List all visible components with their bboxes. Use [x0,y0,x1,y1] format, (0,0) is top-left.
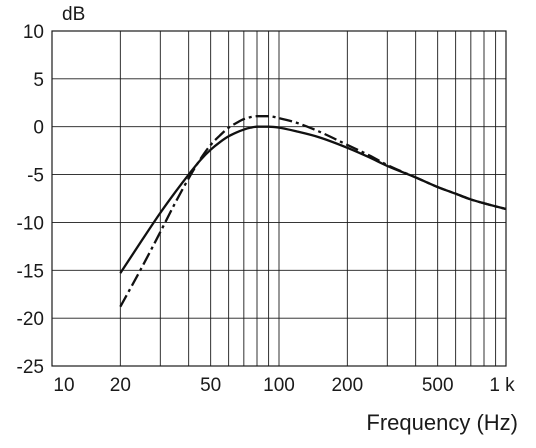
y-tick-label: -25 [17,357,44,378]
x-tick-label: 100 [263,375,295,396]
x-tick-label: 50 [200,375,221,396]
series-line-solid [119,125,507,274]
x-tick-labels: 10 20 50 100 200 500 1 k [53,375,515,396]
y-tick-label: -10 [17,213,44,234]
y-tick-label: -5 [27,166,44,187]
x-tick-label: 1 k [489,375,515,396]
plot-frame [51,30,507,367]
x-tick-label: 500 [422,375,454,396]
x-tick-label: 20 [110,375,131,396]
y-tick-label: -15 [17,261,44,282]
series-line-dash-dot [119,115,507,308]
y-tick-label: -20 [17,309,44,330]
y-tick-label: 0 [33,118,44,139]
x-tick-label: 10 [53,375,74,396]
grid-lines [52,31,506,366]
x-axis-label: Frequency (Hz) [366,410,518,435]
y-tick-label: 5 [33,70,44,91]
y-tick-label: 10 [23,22,44,43]
x-tick-label: 200 [331,375,363,396]
y-axis-label: dB [62,4,85,25]
y-tick-labels: 10 5 0 -5 -10 -15 -20 -25 [17,22,44,378]
series-lines [119,115,507,308]
